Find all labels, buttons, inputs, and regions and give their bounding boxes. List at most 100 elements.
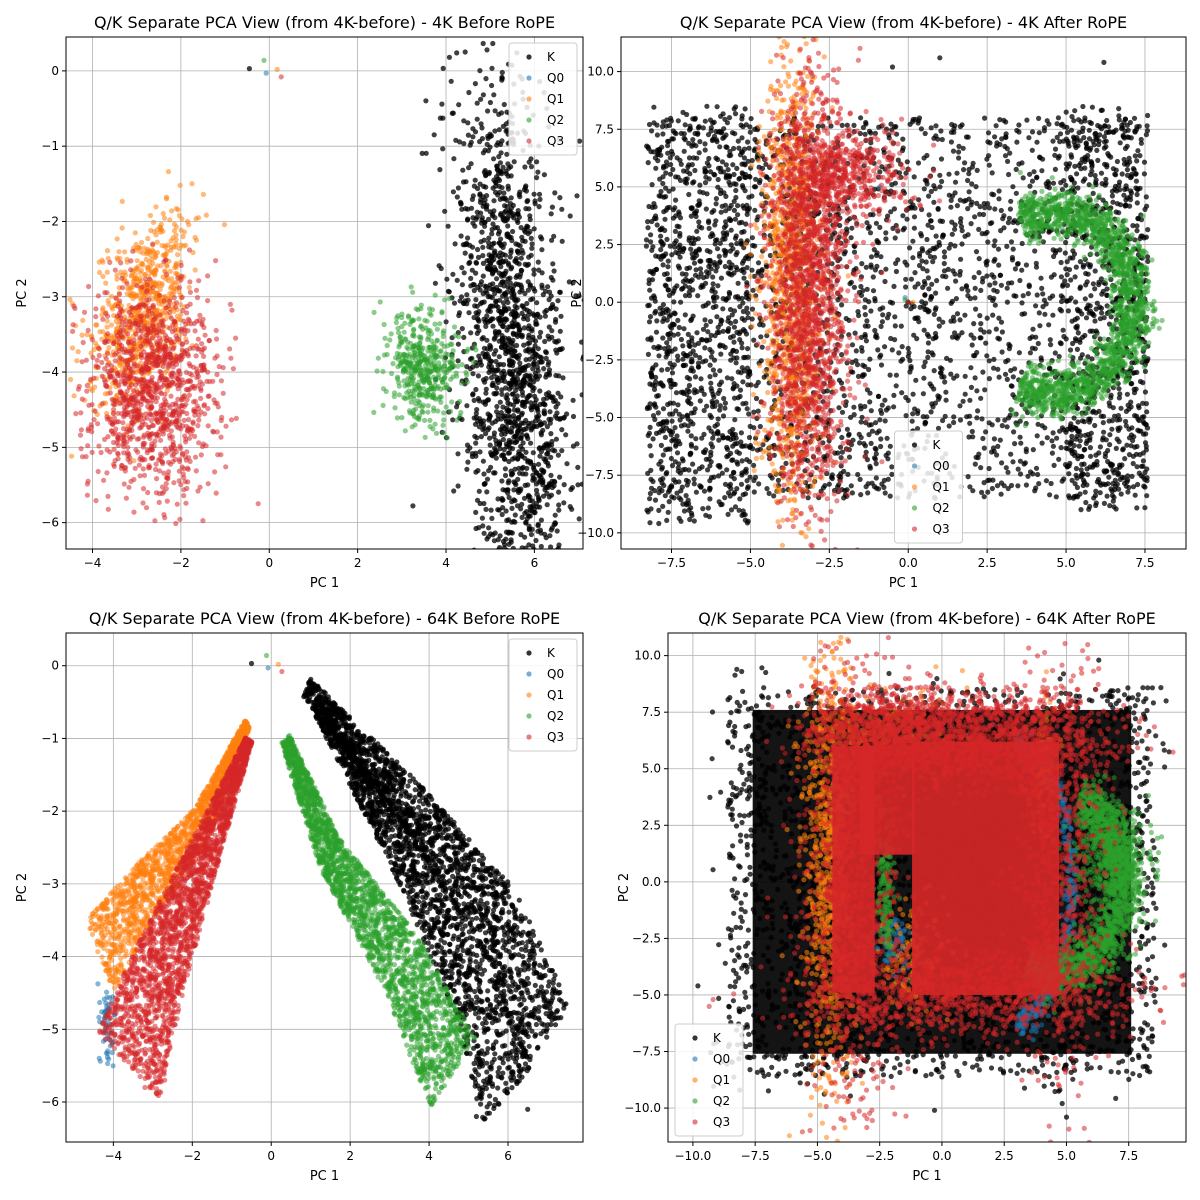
point-k <box>467 366 473 372</box>
point-q3 <box>89 424 95 430</box>
point-q3 <box>175 275 181 281</box>
point-k <box>471 282 477 288</box>
point-q3 <box>86 283 92 290</box>
point-q1 <box>105 255 111 262</box>
point-k <box>879 402 885 408</box>
point-k <box>845 471 851 477</box>
point-k <box>839 302 845 308</box>
point-k <box>996 262 1002 268</box>
point-q1 <box>140 250 146 256</box>
point-k <box>490 270 496 276</box>
point-q3 <box>96 443 102 449</box>
point-k <box>454 277 460 283</box>
point-q1 <box>104 318 110 324</box>
point-q3 <box>169 452 175 459</box>
point-q3 <box>77 432 84 438</box>
point-k <box>537 527 544 533</box>
point-k <box>557 474 563 480</box>
point-q3 <box>205 481 211 487</box>
point-k <box>1025 291 1031 297</box>
point-k <box>502 466 508 472</box>
point-q3 <box>148 354 154 360</box>
point-q1 <box>137 245 143 251</box>
point-k <box>519 384 525 391</box>
point-q3 <box>112 358 118 364</box>
point-k <box>559 206 565 212</box>
point-k <box>490 185 496 191</box>
point-k <box>522 403 528 409</box>
point-q1 <box>104 269 110 275</box>
point-k <box>499 279 505 285</box>
x-tick-label: 6 <box>531 556 539 570</box>
point-q2 <box>411 393 417 399</box>
point-q3 <box>198 452 204 458</box>
point-q2 <box>432 396 439 402</box>
point-k <box>525 316 531 323</box>
point-k <box>509 372 515 378</box>
point-k <box>511 423 518 429</box>
point-q2 <box>396 392 402 398</box>
point-k <box>563 432 569 438</box>
point-k <box>450 271 456 277</box>
point-q3 <box>145 367 151 373</box>
point-k <box>667 243 673 249</box>
point-k <box>903 284 909 290</box>
point-k <box>483 431 489 437</box>
x-axis-label: PC 1 <box>889 576 918 591</box>
point-k <box>527 504 533 510</box>
point-q1 <box>183 242 189 248</box>
point-q3 <box>173 520 179 527</box>
point-q3 <box>162 391 168 397</box>
point-k <box>531 506 537 512</box>
point-k <box>511 348 517 354</box>
point-k <box>539 247 545 253</box>
point-q3 <box>152 438 158 444</box>
point-q1 <box>145 267 151 273</box>
point-q2 <box>457 398 463 405</box>
point-k <box>1132 492 1138 498</box>
point-k <box>1047 337 1053 343</box>
point-q3 <box>144 313 150 319</box>
point-q1 <box>170 281 176 287</box>
point-q2 <box>383 388 389 394</box>
point-q3 <box>157 338 163 345</box>
point-q3 <box>85 327 91 333</box>
panel-title: Q/K Separate PCA View (from 4K-before) -… <box>680 13 1127 32</box>
point-k <box>531 385 537 391</box>
point-q1 <box>97 269 103 276</box>
point-k <box>534 353 541 359</box>
point-q3 <box>150 285 156 291</box>
point-k <box>551 233 557 239</box>
point-q3 <box>171 295 177 301</box>
point-k <box>575 464 581 470</box>
point-k <box>505 173 511 179</box>
point-q1 <box>99 257 105 263</box>
point-k <box>506 478 512 484</box>
point-q2 <box>261 57 267 63</box>
point-k <box>518 486 524 492</box>
point-k <box>496 354 502 360</box>
legend-box <box>508 42 578 156</box>
point-q3 <box>218 378 224 384</box>
point-k <box>576 293 582 299</box>
point-q3 <box>114 435 121 441</box>
point-k <box>472 450 479 456</box>
point-k <box>878 436 884 442</box>
point-k <box>488 358 494 364</box>
point-k <box>496 507 502 513</box>
point-q3 <box>210 378 216 384</box>
point-k <box>501 190 507 196</box>
point-k <box>473 260 480 266</box>
point-k <box>1014 139 1020 145</box>
point-q3 <box>113 350 119 356</box>
point-k <box>526 254 532 260</box>
point-k <box>553 372 559 379</box>
point-q3 <box>170 322 176 328</box>
point-q3 <box>227 346 233 352</box>
point-k <box>878 407 884 413</box>
point-q1 <box>134 258 140 264</box>
point-q1 <box>173 262 179 268</box>
point-q1 <box>84 331 90 338</box>
point-k <box>826 481 832 487</box>
point-k <box>514 273 520 279</box>
